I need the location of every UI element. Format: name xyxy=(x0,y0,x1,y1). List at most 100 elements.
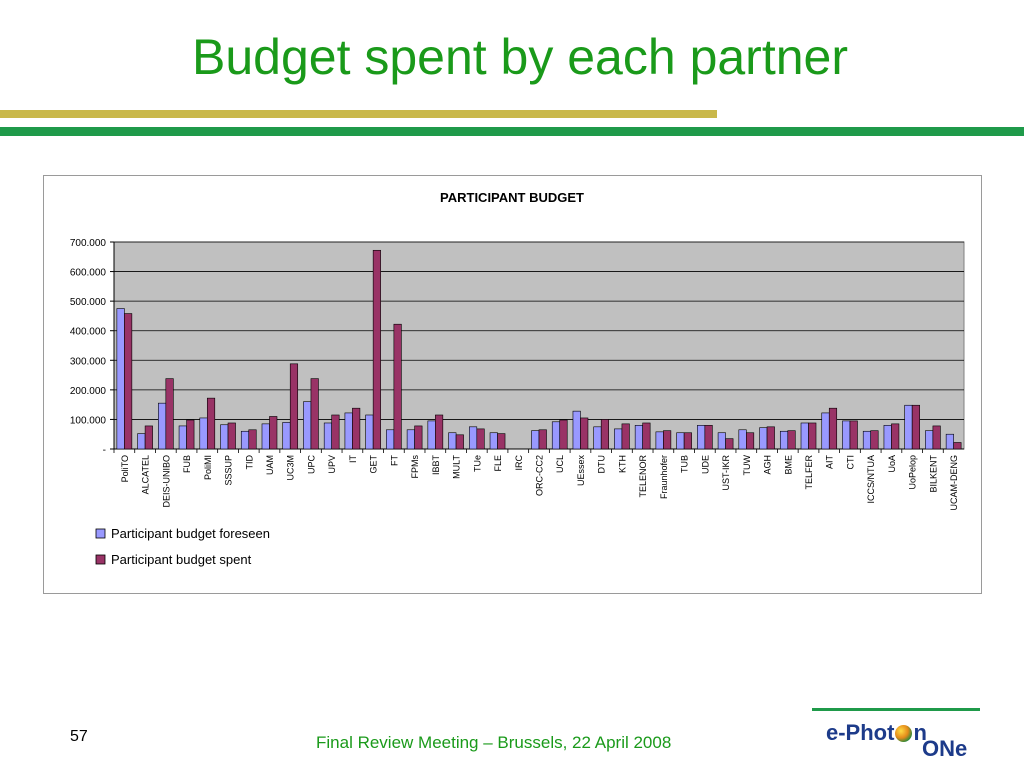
bar-spent xyxy=(227,422,236,450)
bar-spent xyxy=(642,422,651,450)
bar-spent xyxy=(124,313,133,450)
page-number: 57 xyxy=(70,728,88,745)
bar-foreseen xyxy=(323,422,332,450)
bar-foreseen xyxy=(800,422,809,450)
legend-swatch xyxy=(95,528,106,539)
x-tick-label: BME xyxy=(783,455,793,475)
bar-spent xyxy=(144,425,153,450)
bar-foreseen xyxy=(282,422,291,450)
bar-spent xyxy=(911,404,920,450)
y-tick-label: 200.000 xyxy=(70,386,107,397)
bar-foreseen xyxy=(116,308,125,450)
bar-foreseen xyxy=(697,425,706,450)
bar-foreseen xyxy=(261,423,270,450)
bar-spent xyxy=(953,442,962,450)
x-tick-label: Fraunhofer xyxy=(659,455,669,499)
bar-foreseen xyxy=(406,429,415,450)
bar-spent xyxy=(559,419,568,450)
x-tick-label: IRC xyxy=(514,455,524,471)
bar-foreseen xyxy=(676,432,685,450)
x-tick-label: UST-IKR xyxy=(721,455,731,491)
x-tick-label: TID xyxy=(244,455,254,470)
bar-foreseen xyxy=(904,404,913,450)
bar-foreseen xyxy=(365,414,374,450)
logo-text-2: ONe xyxy=(922,736,968,761)
y-tick-label: 400.000 xyxy=(70,327,107,338)
bar-spent xyxy=(206,397,216,450)
bar-spent xyxy=(746,432,755,450)
bar-spent xyxy=(704,425,713,450)
bar-spent xyxy=(870,430,879,450)
ephotone-logo: e-Phot n ONe xyxy=(812,706,982,766)
logo-text: e-Phot n xyxy=(826,720,927,746)
x-tick-label: GET xyxy=(369,455,379,474)
bar-spent xyxy=(808,422,817,450)
x-tick-label: UAM xyxy=(265,455,275,475)
bar-foreseen xyxy=(137,433,146,450)
x-tick-label: SSSUP xyxy=(224,455,234,486)
bar-foreseen xyxy=(925,430,934,450)
logo-line xyxy=(812,708,980,711)
y-tick-label: 600.000 xyxy=(70,268,107,279)
x-tick-label: MULT xyxy=(452,455,462,479)
bar-spent xyxy=(269,416,278,450)
x-tick-label: TELENOR xyxy=(638,455,648,498)
bar-foreseen xyxy=(883,425,892,450)
logo-text-part1: e-Phot xyxy=(826,720,895,745)
bar-foreseen xyxy=(655,431,664,450)
x-tick-label: FPMs xyxy=(410,455,420,479)
legend-label: Participant budget foreseen xyxy=(111,526,270,541)
globe-icon xyxy=(895,725,913,742)
bar-foreseen xyxy=(738,429,747,450)
bar-foreseen xyxy=(178,425,187,450)
chart-title: PARTICIPANT BUDGET xyxy=(440,190,584,205)
green-divider xyxy=(0,127,1024,136)
bar-spent xyxy=(310,378,319,450)
bar-foreseen xyxy=(593,426,602,450)
bar-spent xyxy=(787,430,796,450)
x-tick-label: ICCS/NTUA xyxy=(866,455,876,504)
legend-swatch xyxy=(95,554,106,565)
x-tick-label: UCL xyxy=(555,455,565,473)
x-tick-label: UDE xyxy=(700,455,710,474)
bar-spent xyxy=(683,432,692,450)
bar-spent xyxy=(372,249,381,450)
bar-foreseen xyxy=(240,430,250,450)
legend-label: Participant budget spent xyxy=(111,552,252,567)
x-tick-label: UC3M xyxy=(286,455,296,481)
x-tick-label: TELFER xyxy=(804,455,814,490)
x-tick-label: IBBT xyxy=(431,455,441,476)
x-tick-label: ALCATEL xyxy=(141,455,151,494)
bar-spent xyxy=(248,429,257,450)
bar-foreseen xyxy=(551,421,561,450)
bar-foreseen xyxy=(821,412,830,450)
x-tick-label: BILKENT xyxy=(928,455,938,493)
y-tick-label: 300.000 xyxy=(70,356,107,367)
bar-foreseen xyxy=(862,430,872,450)
x-tick-label: CTI xyxy=(845,455,855,470)
bar-foreseen xyxy=(220,424,229,450)
bar-foreseen xyxy=(386,429,395,450)
x-tick-label: UEssex xyxy=(576,455,586,487)
bar-spent xyxy=(580,417,589,450)
bar-spent xyxy=(165,378,174,450)
x-tick-label: UoA xyxy=(887,455,897,473)
olive-divider xyxy=(0,110,717,118)
bar-spent xyxy=(828,407,838,450)
y-tick-label: - xyxy=(103,445,106,456)
x-tick-label: AIT xyxy=(825,455,835,470)
x-tick-label: FLE xyxy=(493,455,503,472)
bar-foreseen xyxy=(158,402,167,450)
x-tick-label: PoliTO xyxy=(120,455,130,482)
bar-foreseen xyxy=(489,432,498,450)
x-tick-label: TUe xyxy=(472,455,482,472)
footer-text: Final Review Meeting – Brussels, 22 Apri… xyxy=(316,733,672,752)
bar-spent xyxy=(331,414,340,450)
bar-spent xyxy=(538,429,547,450)
bar-spent xyxy=(289,363,299,450)
slide-title: Budget spent by each partner xyxy=(191,29,848,85)
x-tick-label: UPC xyxy=(306,455,316,475)
x-tick-label: PoliMI xyxy=(203,455,213,480)
bar-spent xyxy=(621,423,630,450)
bar-foreseen xyxy=(614,428,623,450)
